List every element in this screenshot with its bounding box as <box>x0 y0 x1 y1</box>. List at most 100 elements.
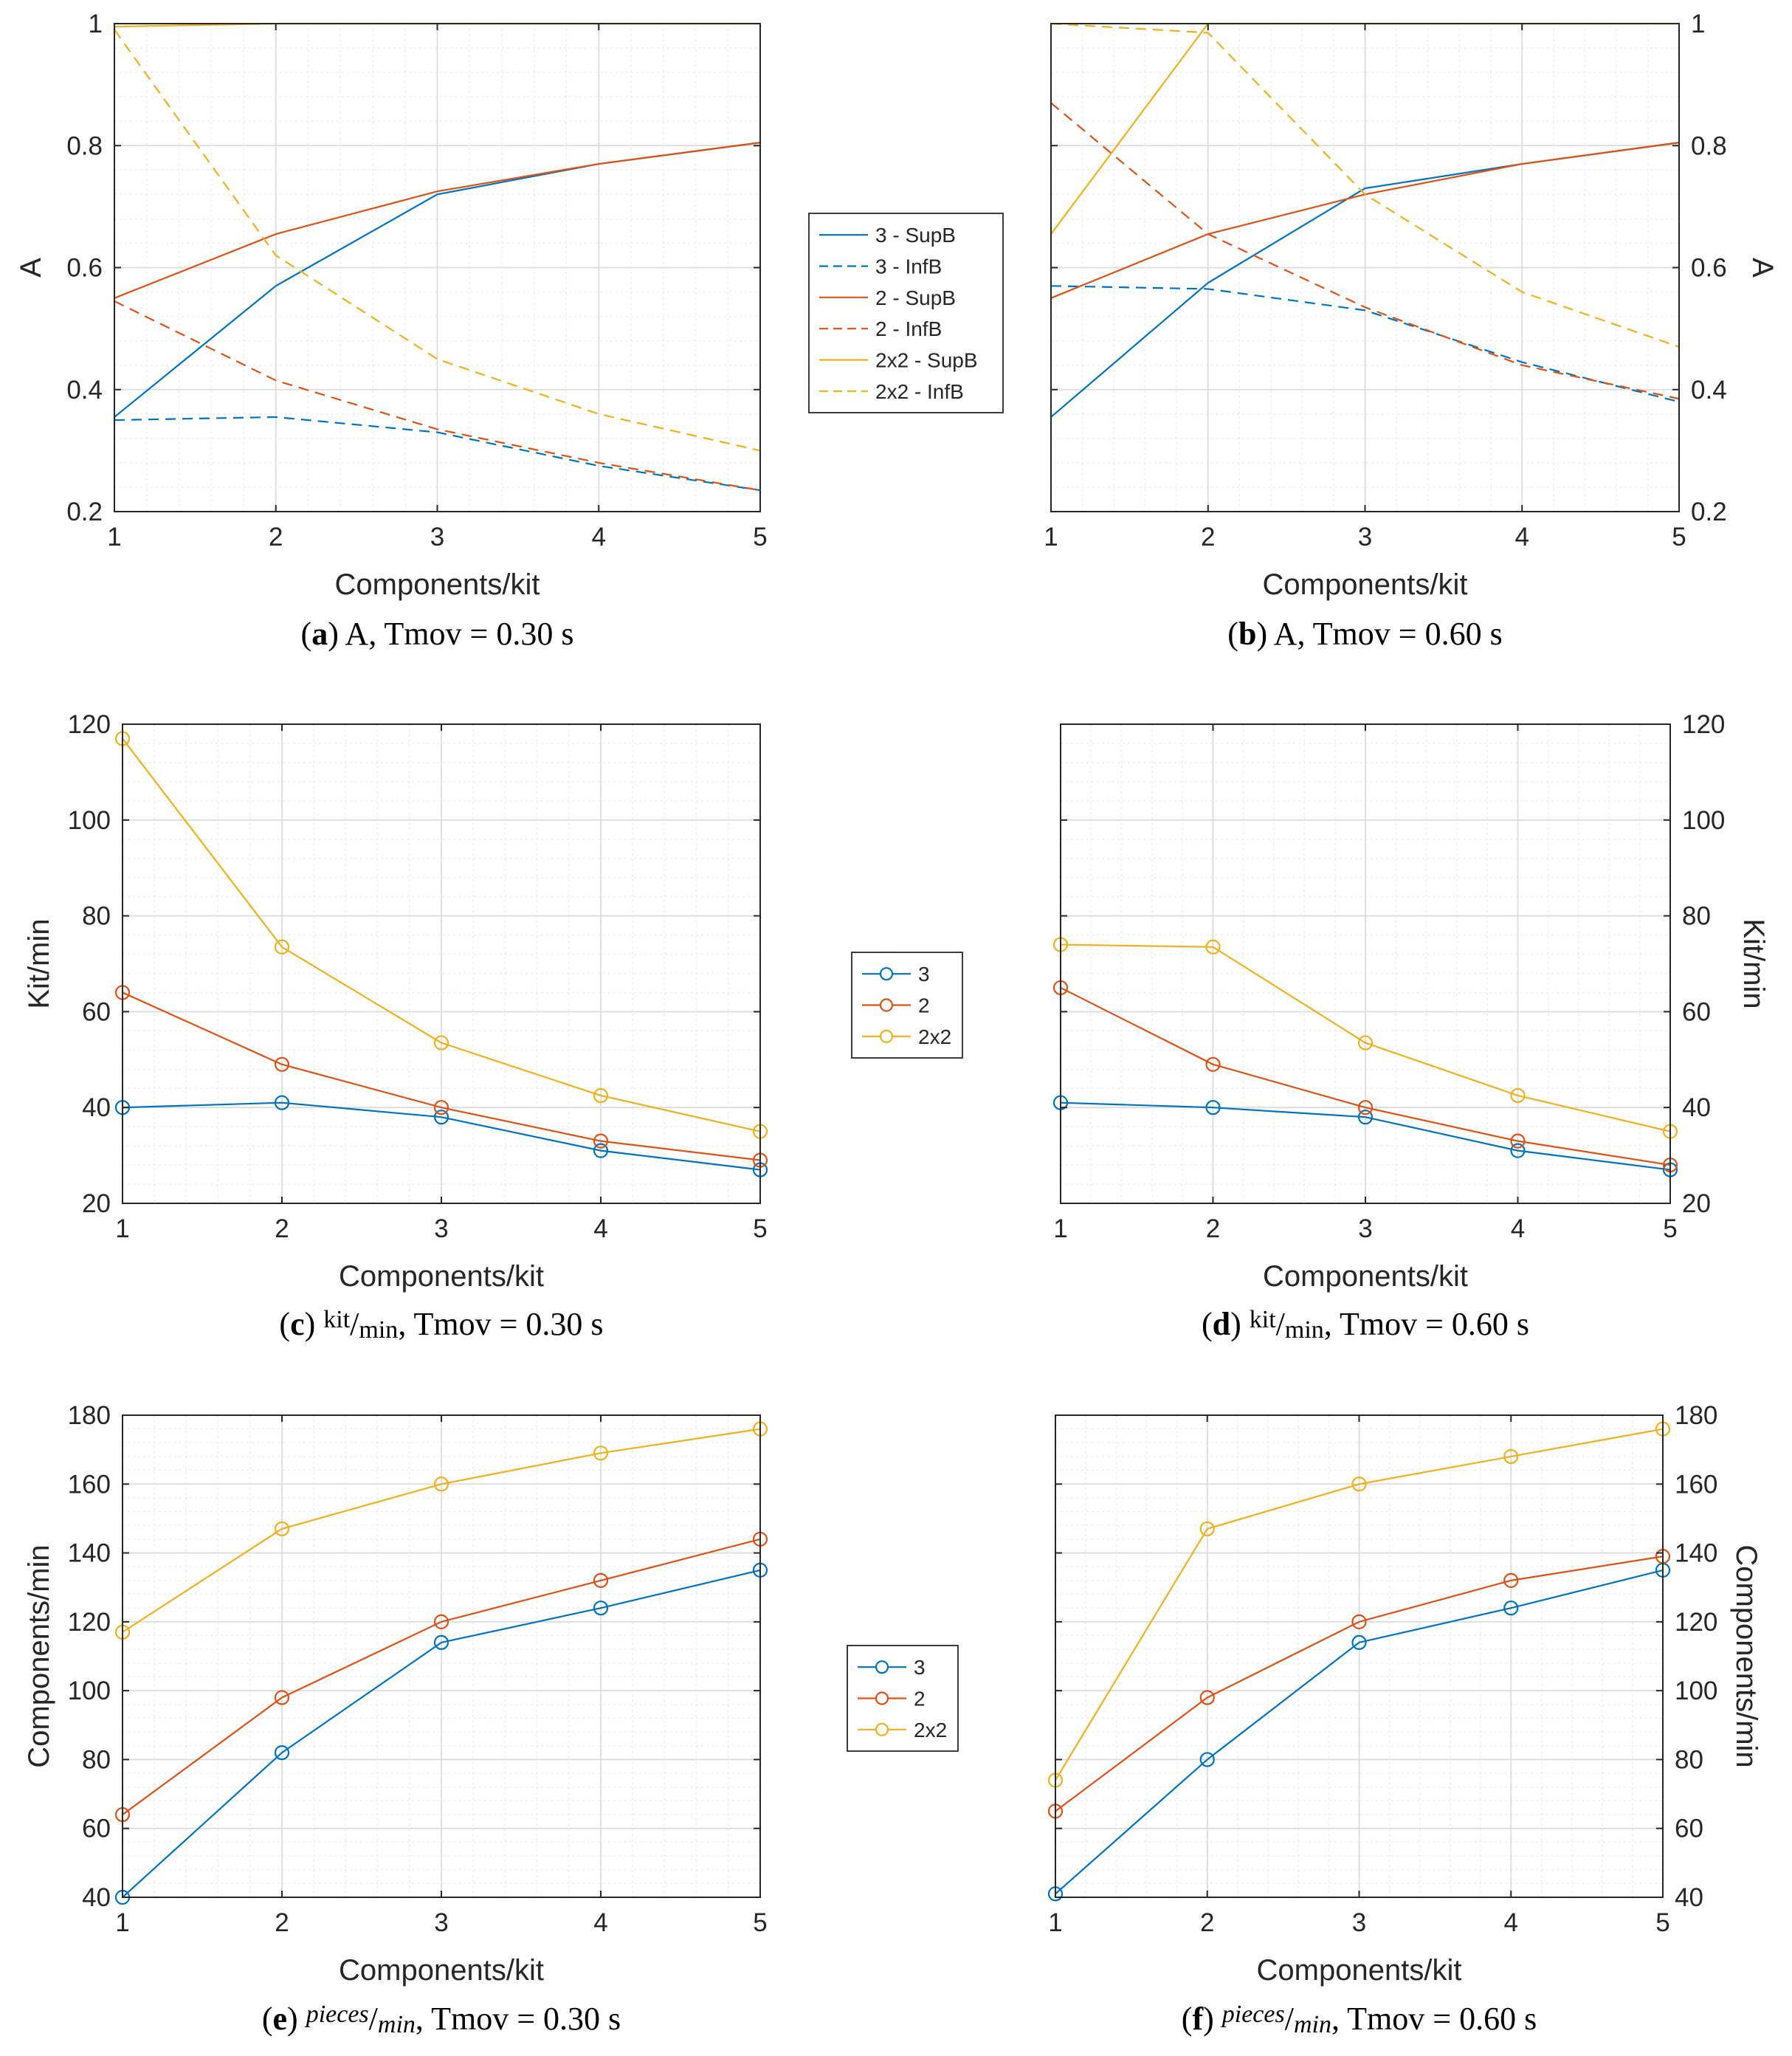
series-line-2x2 <box>122 1428 761 1633</box>
caption-label: b <box>1238 616 1256 652</box>
x-tick-label: 1 <box>1053 1214 1067 1243</box>
y-tick-label: 0.8 <box>66 131 103 160</box>
legend-marker-3 <box>875 1660 889 1674</box>
caption-paren: ( <box>301 616 312 652</box>
legend-entry-label: 3 - InfB <box>875 255 942 278</box>
caption-metric-numerator: kit <box>323 1306 350 1333</box>
data-point-2 <box>1503 1572 1519 1588</box>
y-tick-label: 40 <box>82 1093 111 1122</box>
y-tick-label: 0.6 <box>1691 254 1727 283</box>
caption-label: a <box>311 616 328 652</box>
y-tick-label: 180 <box>1675 1401 1717 1430</box>
x-axis-label: Components/kit <box>1263 568 1468 601</box>
data-point-2x2 <box>433 1476 449 1492</box>
x-tick-label: 4 <box>593 1214 607 1243</box>
chart-c: 1 2 3 4 5 20 40 60 80 100 120 Components/kit Kit/min… <box>23 710 768 1344</box>
legend-box <box>808 213 1004 413</box>
x-axis-label: Components/kit <box>1257 1954 1462 1987</box>
series-line-3 <box>122 1569 761 1898</box>
caption-paren: ) <box>1230 1306 1241 1342</box>
data-point-3 <box>433 1110 449 1125</box>
data-point-2 <box>274 1056 290 1072</box>
y-tick-label: 80 <box>82 902 111 931</box>
ticks <box>1050 23 1680 512</box>
legend-entry-label: 2 - SupB <box>875 286 956 309</box>
caption-metric-slash: / <box>369 2001 379 2037</box>
x-tick-label: 3 <box>434 1214 448 1243</box>
legend-entry-label: 2x2 - SupB <box>875 349 978 372</box>
legend-marker-2x2 <box>879 1029 894 1043</box>
y-tick-label: 0.2 <box>1691 498 1727 526</box>
legend-row-1: 3 - SupB 3 - InfB 2 - SupB 2 - InfB 2x2 - Su… <box>808 213 1004 413</box>
chart-caption: (a) A, Tmov = 0.30 s <box>301 616 574 652</box>
caption-metric-slash: / <box>350 1306 359 1342</box>
caption-paren: ) <box>1256 616 1267 652</box>
caption-paren: ( <box>1227 616 1238 652</box>
legend-entry-label: 2 <box>918 994 930 1017</box>
y-tick-label: 60 <box>1682 997 1711 1026</box>
series-group <box>114 1421 768 1905</box>
legend-marker-3 <box>879 967 894 981</box>
caption-paren: ) <box>305 1306 316 1342</box>
x-tick-label: 1 <box>115 1908 129 1937</box>
y-tick-label: 120 <box>1682 710 1725 739</box>
caption-paren: ) <box>328 616 339 652</box>
data-point-2x2 <box>593 1087 609 1104</box>
chart-caption: (c) kit/min, Tmov = 0.30 s <box>279 1306 603 1344</box>
series-line-3 <box>1055 1569 1664 1895</box>
x-tick-label: 4 <box>1511 1214 1525 1243</box>
y-tick-label: 20 <box>82 1189 111 1218</box>
x-tick-label: 1 <box>1048 1908 1062 1937</box>
caption-metric-denominator: min <box>1294 2011 1331 2038</box>
x-tick-label: 3 <box>1352 1908 1366 1937</box>
x-tick-label: 2 <box>1201 523 1215 551</box>
data-point-2 <box>274 1690 290 1705</box>
x-tick-label: 4 <box>592 523 606 551</box>
legend-entry-label: 2x2 <box>914 1719 947 1742</box>
x-tick-label: 3 <box>1358 523 1372 551</box>
caption-paren: ) <box>287 2001 298 2037</box>
series-line-2x2-infb <box>1050 22 1680 348</box>
y-tick-label: 0.8 <box>1691 131 1727 160</box>
data-point-2 <box>1510 1133 1526 1149</box>
caption-metric-slash: / <box>1276 1306 1286 1342</box>
y-axis-label: A <box>1746 258 1779 278</box>
data-point-3 <box>593 1601 609 1616</box>
legend-marker-2 <box>879 998 894 1012</box>
series-line-2-infb <box>114 300 761 492</box>
chart-f: 1 2 3 4 540 60 80 100 120 140 160 180 Components/kit… <box>1047 1401 1762 2038</box>
data-point-2x2 <box>274 1521 290 1537</box>
y-axis-label: A <box>15 258 47 278</box>
caption-label: d <box>1213 1306 1230 1342</box>
y-tick-label: 140 <box>1675 1539 1717 1568</box>
data-point-2x2 <box>1205 939 1221 955</box>
chart-caption: (d) kit/min, Tmov = 0.60 s <box>1202 1306 1529 1344</box>
chart-b: 1 2 3 4 50.2 0.4 0.6 0.8 1 Components/kit A (b) A, … <box>1044 10 1779 652</box>
caption-metric-denominator: min <box>1285 1316 1324 1344</box>
caption-metric-numerator: kit <box>1250 1306 1276 1333</box>
caption-text <box>298 2001 306 2037</box>
series-line-3 <box>1060 1101 1671 1171</box>
data-point-3 <box>274 1095 290 1110</box>
data-point-2x2 <box>1199 1521 1215 1537</box>
data-point-2x2 <box>1351 1476 1367 1492</box>
y-tick-label: 1 <box>89 10 103 38</box>
series-line-2x2 <box>1060 943 1671 1132</box>
chart-caption: (e) pieces/min, Tmov = 0.30 s <box>262 2001 621 2038</box>
x-tick-label: 5 <box>753 1214 767 1243</box>
caption-metric-slash: / <box>1285 2001 1295 2037</box>
caption-label: f <box>1192 2001 1204 2037</box>
data-point-3 <box>1357 1110 1374 1125</box>
legend-entry-label: 3 <box>914 1656 926 1679</box>
y-tick-label: 40 <box>82 1883 111 1912</box>
chart-caption: (f) pieces/min, Tmov = 0.60 s <box>1182 2001 1537 2038</box>
y-tick-label: 80 <box>1682 902 1711 931</box>
x-tick-label: 5 <box>1655 1908 1669 1937</box>
series-line-2-supb <box>114 142 761 299</box>
y-tick-label: 100 <box>1675 1677 1717 1705</box>
caption-label: e <box>273 2001 288 2037</box>
data-point-2 <box>1357 1100 1374 1115</box>
x-tick-label: 3 <box>1358 1214 1372 1243</box>
caption-text: A, Tmov = 0.60 s <box>1267 616 1503 652</box>
